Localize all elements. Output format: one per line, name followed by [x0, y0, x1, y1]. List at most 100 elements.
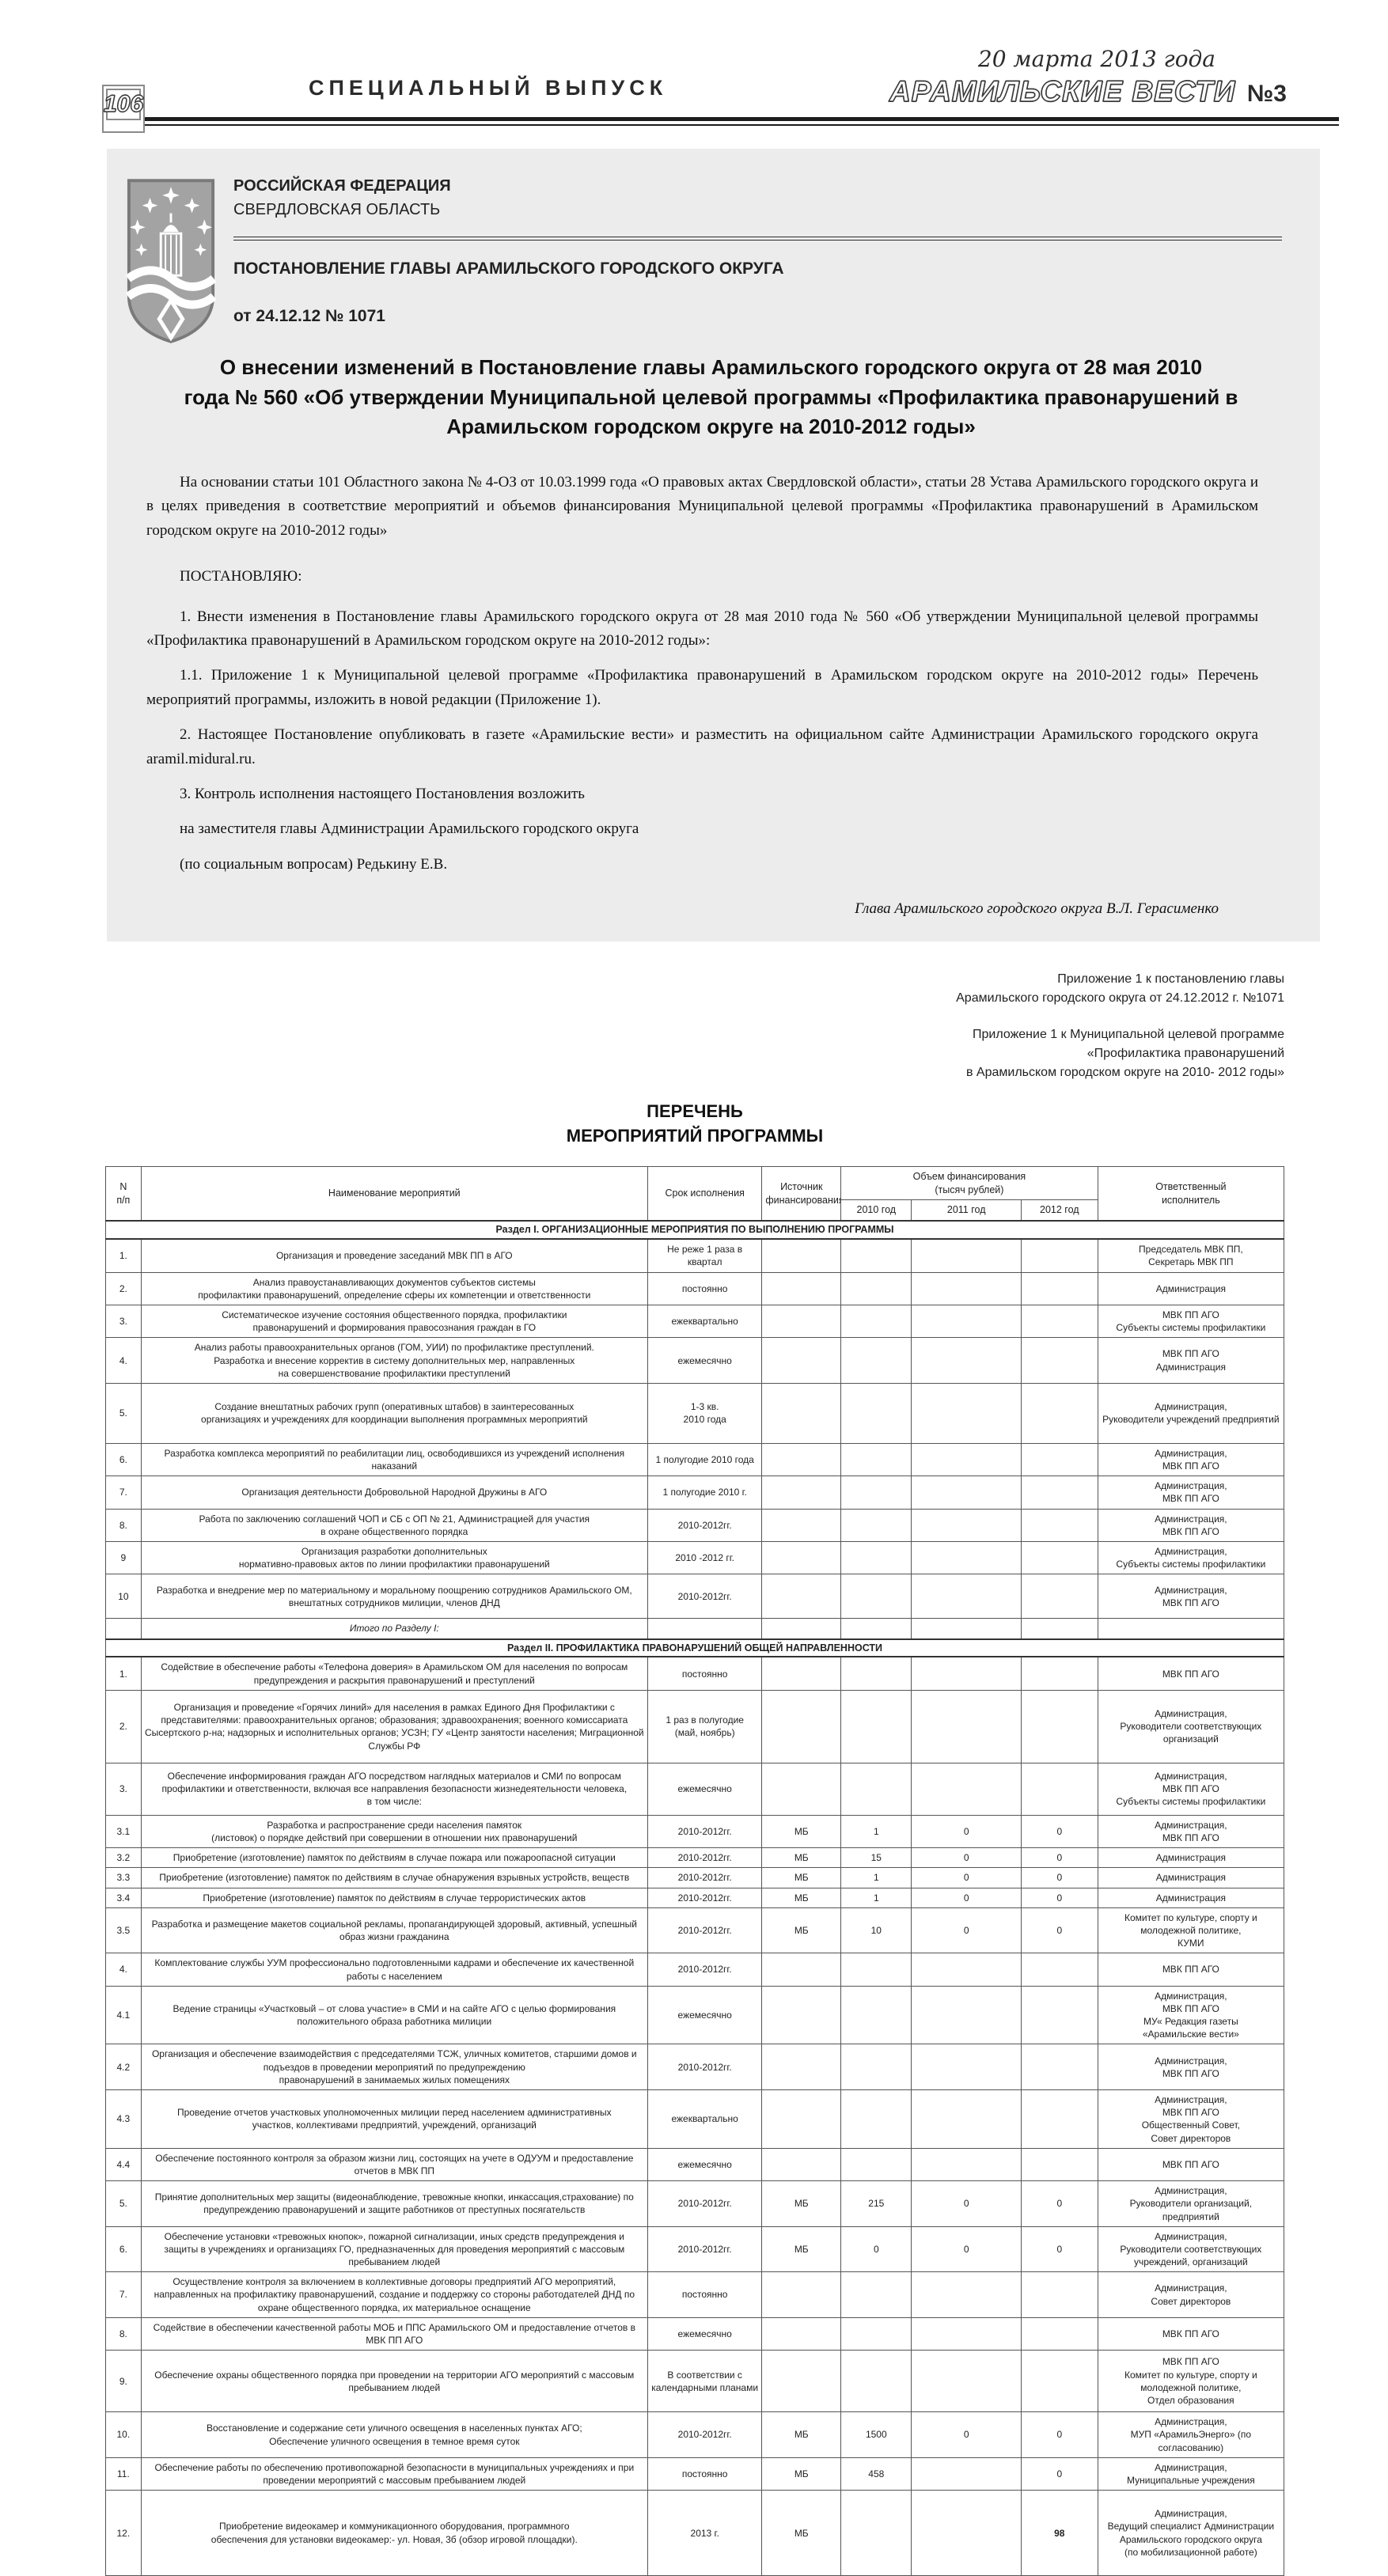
special-issue-label: СПЕЦИАЛЬНЫЙ ВЫПУСК [309, 76, 668, 100]
cell-funding-source [761, 1271, 842, 1305]
cell-term: ежеквартально [647, 2089, 763, 2149]
cell-activity-name: Разработка комплекса мероприятий по реаб… [140, 1442, 648, 1477]
cell-responsible: МВК ПП АГО Субъекты системы профилактики [1097, 1304, 1285, 1339]
table-section-row: Раздел II. ПРОФИЛАКТИКА ПРАВОНАРУШЕНИЙ О… [105, 1638, 1284, 1658]
cell-amount-2010: 15 [840, 1847, 912, 1869]
cell-amount-2012: 0 [1020, 2457, 1098, 2491]
cell-funding-source [761, 1953, 842, 1987]
cell-funding-source [761, 1689, 842, 1763]
cell-funding-source [761, 1762, 842, 1816]
table-row: 8. Содействие в обеспечении качественной… [105, 2317, 1285, 2351]
cell-term: ежемесячно [647, 1985, 763, 2045]
table-row: 6. Обеспечение установки «тревожных кноп… [105, 2226, 1285, 2273]
col-header-responsible: Ответственный исполнитель [1097, 1165, 1285, 1222]
cell-term: постоянно [647, 1271, 763, 1305]
decree-resolve: ПОСТАНОВЛЯЮ: [180, 568, 302, 585]
cell-amount-2011 [911, 1304, 1022, 1339]
cell-term: 2010-2012гг. [647, 1574, 763, 1619]
cell-term: Не реже 1 раза в квартал [647, 1238, 763, 1273]
cell-number: 9 [105, 1541, 142, 1575]
issue-date: 20 марта 2013 года [977, 46, 1215, 72]
cell-funding-source [761, 2089, 842, 2149]
table-row: 3.5 Разработка и размещение макетов соци… [105, 1907, 1285, 1954]
cell-activity-name: Обеспечение установки «тревожных кнопок»… [140, 2226, 648, 2273]
cell-funding-source [761, 1541, 842, 1575]
page-number: 106 [103, 90, 144, 117]
cell-amount-2010: 215 [840, 2180, 912, 2227]
cell-funding-source: МБ [761, 2226, 842, 2273]
cell-amount-2012 [1020, 1271, 1098, 1305]
cell-activity-name: Организация разработки дополнительных но… [140, 1541, 648, 1575]
table-row: 1. Организация и проведение заседаний МВ… [105, 1238, 1285, 1273]
cell-responsible: Администрация, Ведущий специалист Админи… [1097, 2490, 1285, 2576]
cell-amount-2010 [840, 1238, 912, 1273]
cell-amount-2012 [1020, 1442, 1098, 1477]
cell-term: 1 полугодие 2010 г. [647, 1476, 763, 1510]
cell-amount-2012: 0 [1020, 2226, 1098, 2273]
tower [159, 213, 183, 277]
cell-amount-2012: 0 [1020, 1867, 1098, 1888]
decree-divider [233, 237, 1282, 241]
diamond [157, 297, 185, 342]
cell-amount-2011 [911, 1985, 1022, 2045]
table-row: 4.1 Ведение страницы «Участковый – от сл… [105, 1985, 1285, 2045]
table-row: 2. Анализ правоустанавливающих документо… [105, 1271, 1285, 1305]
table-row: Итого по Разделу I: [105, 1618, 1285, 1640]
cell-amount-2011: 0 [911, 2411, 1022, 2458]
cell-term: 2010-2012гг. [647, 1508, 763, 1543]
cell-activity-name: Осуществление контроля за включением в к… [140, 2271, 648, 2318]
decree-document: РОССИЙСКАЯ ФЕДЕРАЦИЯ СВЕРДЛОВСКАЯ ОБЛАСТ… [107, 149, 1320, 942]
cell-funding-source [761, 1618, 842, 1640]
cell-amount-2012 [1020, 2147, 1098, 2182]
cell-responsible: МВК ПП АГО Комитет по культуре, спорту и… [1097, 2350, 1285, 2413]
table-row: 2. Организация и проведение «Горячих лин… [105, 1689, 1285, 1763]
table-row: 3.4 Приобретение (изготовление) памяток … [105, 1887, 1285, 1908]
cell-amount-2011: 0 [911, 1887, 1022, 1908]
decree-body: На основании статьи 101 Областного закон… [146, 471, 1258, 877]
cell-number: 10 [105, 1574, 142, 1619]
masthead: 20 марта 2013 года АРАМИЛЬСКИЕ ВЕСТИ №3 [889, 46, 1287, 108]
col-header-name: Наименование мероприятий [140, 1165, 648, 1222]
cell-term: В соответствии с календарными планами [647, 2350, 763, 2413]
cell-term: 2013 г. [647, 2490, 763, 2576]
cell-amount-2012 [1020, 1304, 1098, 1339]
cell-number: 3. [105, 1304, 142, 1339]
cell-amount-2012: 0 [1020, 1847, 1098, 1869]
cell-amount-2011 [911, 1337, 1022, 1384]
decree-doc-date: от 24.12.12 № 1071 [233, 307, 385, 325]
cell-term: ежемесячно [647, 2147, 763, 2182]
cell-funding-source: МБ [761, 2180, 842, 2227]
appendix-ref-1: Приложение 1 к постановлению главы Арами… [956, 972, 1284, 1006]
cell-activity-name: Анализ правоустанавливающих документов с… [140, 1271, 648, 1305]
decree-item-3-line2: на заместителя главы Администрации Арами… [180, 820, 639, 838]
cell-responsible: МВК ПП АГО [1097, 1953, 1285, 1987]
cell-funding-source [761, 2350, 842, 2413]
cell-amount-2012: 0 [1020, 1907, 1098, 1954]
list-heading: ПЕРЕЧЕНЬ МЕРОПРИЯТИЙ ПРОГРАММЫ [566, 1101, 824, 1146]
program-table-header: N п/п Наименование мероприятий Срок испо… [105, 1165, 1285, 1222]
table-section-row: Раздел I. ОРГАНИЗАЦИОННЫЕ МЕРОПРИЯТИЯ ПО… [105, 1220, 1284, 1241]
cell-amount-2012 [1020, 1476, 1098, 1510]
cell-responsible: Администрация [1097, 1887, 1285, 1908]
cell-activity-name: Разработка и размещение макетов социальн… [140, 1907, 648, 1954]
cell-activity-name: Ведение страницы «Участковый – от слова … [140, 1985, 648, 2045]
cell-amount-2010 [840, 1271, 912, 1305]
cell-amount-2011 [911, 1238, 1022, 1273]
cell-funding-source [761, 1508, 842, 1543]
cell-amount-2012 [1020, 1337, 1098, 1384]
cell-number: 4. [105, 1953, 142, 1987]
table-row: 8. Работа по заключению соглашений ЧОП и… [105, 1508, 1285, 1543]
cell-term [647, 1618, 763, 1640]
cell-amount-2011: 0 [911, 2226, 1022, 2273]
col-header-2011: 2011 год [911, 1199, 1022, 1222]
cell-term: 2010 -2012 гг. [647, 1541, 763, 1575]
cell-amount-2012 [1020, 2350, 1098, 2413]
cell-term: постоянно [647, 2271, 763, 2318]
cell-amount-2010 [840, 1476, 912, 1510]
cell-amount-2012 [1020, 1689, 1098, 1763]
cell-amount-2011: 0 [911, 1907, 1022, 1954]
program-table: N п/п Наименование мероприятий Срок испо… [105, 1165, 1285, 2576]
cell-amount-2011 [911, 1271, 1022, 1305]
cell-responsible: Председатель МВК ПП, Секретарь МВК ПП [1097, 1238, 1285, 1273]
decree-doc-type: ПОСТАНОВЛЕНИЕ ГЛАВЫ АРАМИЛЬСКОГО ГОРОДСК… [233, 259, 784, 278]
